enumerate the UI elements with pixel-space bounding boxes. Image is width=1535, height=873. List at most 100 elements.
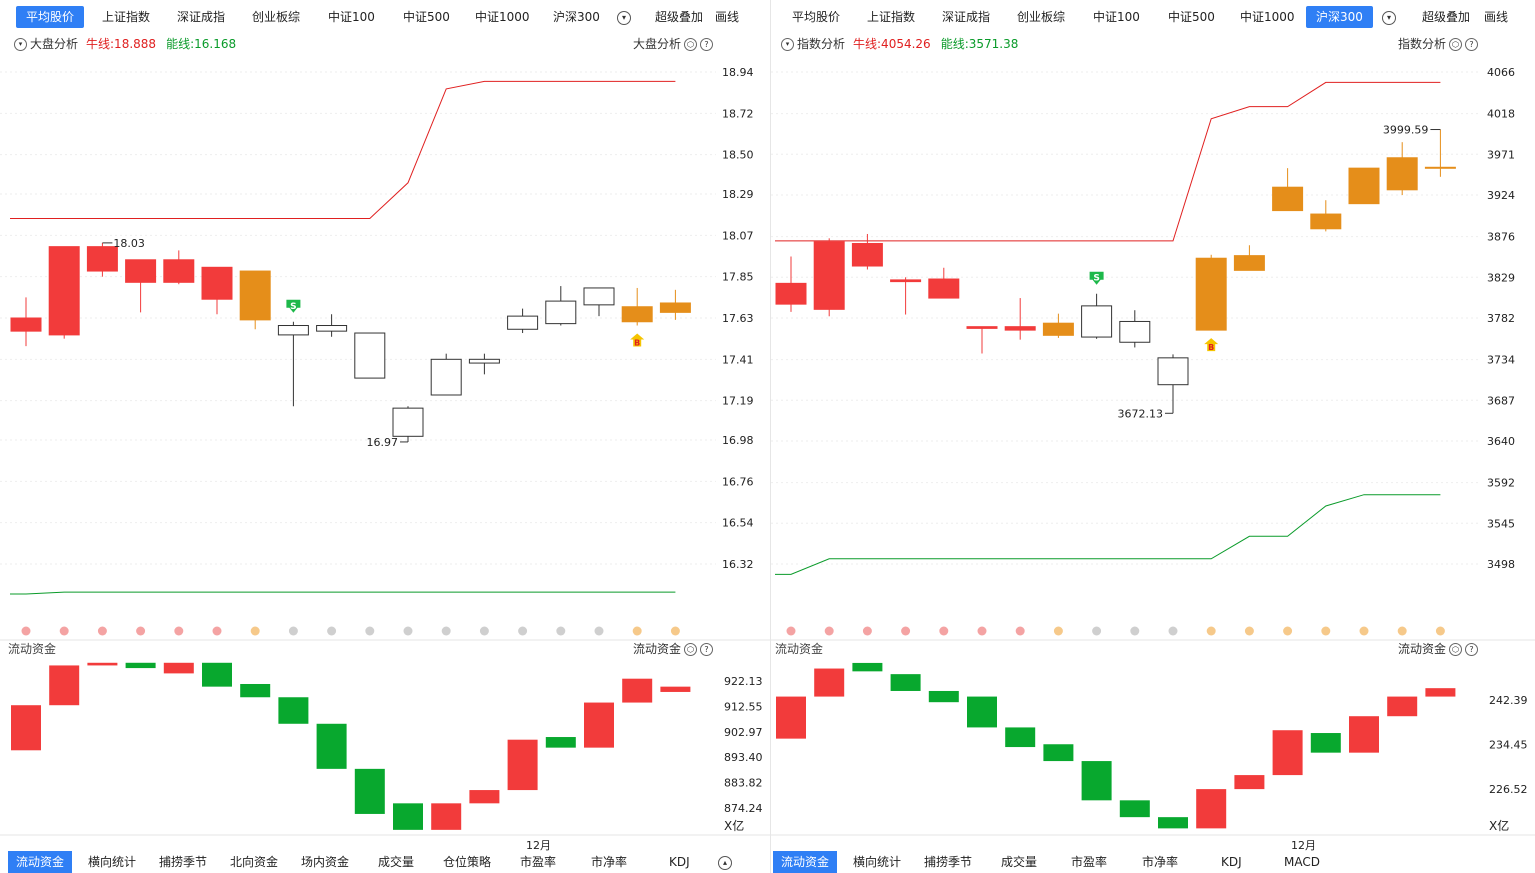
tab-4[interactable]: 中证100 bbox=[328, 10, 375, 24]
settings-hex-icon[interactable]: ⬡ bbox=[1449, 38, 1463, 51]
tab-7[interactable]: 沪深300 bbox=[553, 10, 600, 24]
flow-tool-label[interactable]: 流动资金 bbox=[1398, 642, 1447, 656]
price-axis-label: 3876 bbox=[1487, 231, 1515, 244]
indicator-name: 大盘分析 bbox=[30, 37, 79, 51]
top-tab-bar: 平均股价 上证指数 深证成指 创业板综 中证100 中证500 中证1000 沪深300 ▾ 超级… bbox=[0, 6, 770, 30]
bear-line-value: 能线:16.168 bbox=[166, 37, 237, 51]
flow-bar bbox=[1158, 817, 1188, 829]
flow-unit-label: X亿 bbox=[1489, 818, 1509, 833]
left-chart-panel: 平均股价 上证指数 深证成指 创业板综 中证100 中证500 中证1000 沪深300 ▾ 超级… bbox=[0, 6, 770, 873]
toolbar-draw-button[interactable]: 画线 bbox=[1484, 10, 1509, 24]
tab-5[interactable]: 中证500 bbox=[403, 10, 450, 24]
toolbar-overlay-button[interactable]: 超级叠加 bbox=[655, 10, 704, 24]
bottom-tab-0[interactable]: 流动资金 bbox=[773, 851, 838, 873]
tab-3[interactable]: 创业板综 bbox=[1017, 10, 1066, 24]
flow-bar bbox=[1005, 727, 1036, 748]
bottom-tab-4[interactable]: 场内资金 bbox=[301, 855, 350, 869]
bottom-tab-9[interactable]: KDJ bbox=[669, 855, 690, 869]
help-icon[interactable]: ? bbox=[700, 643, 714, 656]
candle-body bbox=[468, 358, 500, 364]
bottom-tab-2[interactable]: 捕捞季节 bbox=[924, 855, 973, 869]
flow-bar bbox=[1310, 733, 1341, 753]
flow-bar bbox=[1119, 800, 1150, 818]
tab-4[interactable]: 中证100 bbox=[1093, 10, 1140, 24]
candle-body bbox=[277, 325, 309, 336]
bear-line bbox=[10, 591, 676, 595]
tab-3[interactable]: 创业板综 bbox=[252, 10, 301, 24]
settings-hex-icon[interactable]: ⬡ bbox=[684, 38, 698, 51]
flow-axis-label: 242.39 bbox=[1489, 694, 1528, 707]
tab-0[interactable]: 平均股价 bbox=[16, 6, 85, 28]
price-axis-label: 17.41 bbox=[722, 353, 754, 366]
tab-5[interactable]: 中证500 bbox=[1168, 10, 1215, 24]
indicator-tool-label[interactable]: 大盘分析 bbox=[633, 37, 682, 51]
flow-bar bbox=[967, 696, 997, 728]
bull-line-value: 牛线:4054.26 bbox=[853, 37, 931, 51]
bottom-tab-1[interactable]: 横向统计 bbox=[853, 855, 902, 869]
bottom-tab-4[interactable]: 市盈率 bbox=[1071, 855, 1108, 869]
price-axis-label: 18.50 bbox=[722, 149, 754, 162]
help-icon[interactable]: ? bbox=[1465, 643, 1479, 656]
state-dot bbox=[212, 626, 222, 636]
flow-tool-label[interactable]: 流动资金 bbox=[633, 642, 682, 656]
indicator-tool-label[interactable]: 指数分析 bbox=[1398, 37, 1447, 51]
bottom-tab-7[interactable]: 市盈率 bbox=[520, 855, 557, 869]
candle-body bbox=[928, 278, 960, 299]
top-tab-bar: 平均股价 上证指数 深证成指 创业板综 中证100 中证500 中证1000 沪深300 ▾ 超级… bbox=[771, 6, 1535, 30]
flow-bar bbox=[928, 690, 959, 703]
candle-body bbox=[545, 300, 577, 325]
chart-header: ▾ 指数分析 牛线:4054.26 能线:3571.38 bbox=[781, 36, 1018, 52]
tab-7[interactable]: 沪深300 bbox=[1306, 6, 1373, 28]
help-icon[interactable]: ? bbox=[700, 38, 714, 51]
flow-unit-label: X亿 bbox=[724, 818, 744, 833]
flow-bar bbox=[1234, 775, 1265, 790]
flow-axis-label: 912.55 bbox=[724, 700, 763, 713]
collapse-toggle-icon[interactable]: ▾ bbox=[781, 38, 794, 51]
bottom-tab-1[interactable]: 横向统计 bbox=[88, 855, 137, 869]
settings-hex-icon[interactable]: ⬡ bbox=[1449, 643, 1463, 656]
settings-hex-icon[interactable]: ⬡ bbox=[684, 643, 698, 656]
candle-body bbox=[392, 407, 424, 437]
toolbar-draw-button[interactable]: 画线 bbox=[715, 10, 740, 24]
flow-bar bbox=[660, 686, 691, 692]
toolbar-overlay-button[interactable]: 超级叠加 bbox=[1422, 10, 1471, 24]
flow-pane-title: 流动资金 bbox=[775, 642, 824, 656]
tab-6[interactable]: 中证1000 bbox=[1240, 10, 1295, 24]
bottom-tab-3[interactable]: 北向资金 bbox=[230, 855, 279, 869]
bottom-tab-3[interactable]: 成交量 bbox=[1001, 855, 1038, 869]
tab-2[interactable]: 深证成指 bbox=[177, 10, 226, 24]
chevron-down-icon[interactable]: ▾ bbox=[1382, 11, 1396, 25]
price-chart-canvas: 18.94 18.72 18.50 18.29 18.07 17.85 17.63 17.41… bbox=[0, 66, 770, 852]
candle-body bbox=[48, 246, 80, 336]
chevron-up-icon[interactable]: ▴ bbox=[718, 856, 732, 870]
chevron-down-icon[interactable]: ▾ bbox=[617, 11, 631, 25]
bottom-tab-6[interactable]: KDJ bbox=[1221, 855, 1242, 869]
flow-pane-title: 流动资金 bbox=[8, 642, 57, 656]
flow-bar bbox=[431, 803, 462, 830]
bottom-tab-2[interactable]: 捕捞季节 bbox=[159, 855, 208, 869]
price-axis-label: 16.32 bbox=[722, 558, 754, 571]
price-axis-label: 4066 bbox=[1487, 66, 1515, 79]
flow-bar bbox=[316, 723, 347, 769]
price-axis-label: 3592 bbox=[1487, 477, 1515, 490]
bottom-tab-6[interactable]: 仓位策略 bbox=[443, 855, 492, 869]
bottom-tab-5[interactable]: 市净率 bbox=[1142, 855, 1179, 869]
collapse-toggle-icon[interactable]: ▾ bbox=[14, 38, 27, 51]
tab-2[interactable]: 深证成指 bbox=[942, 10, 991, 24]
state-dot bbox=[1359, 626, 1369, 636]
tab-0[interactable]: 平均股价 bbox=[792, 10, 841, 24]
candle-body bbox=[1042, 322, 1074, 336]
state-dot bbox=[1397, 626, 1407, 636]
bottom-tab-7[interactable]: MACD bbox=[1284, 855, 1320, 869]
tab-1[interactable]: 上证指数 bbox=[867, 10, 916, 24]
help-icon[interactable]: ? bbox=[1465, 38, 1479, 51]
state-dot bbox=[97, 626, 107, 636]
tab-1[interactable]: 上证指数 bbox=[102, 10, 151, 24]
tab-6[interactable]: 中证1000 bbox=[475, 10, 530, 24]
bottom-tab-5[interactable]: 成交量 bbox=[378, 855, 415, 869]
flow-bar bbox=[545, 737, 576, 748]
bottom-tab-0[interactable]: 流动资金 bbox=[8, 851, 73, 873]
state-dot bbox=[59, 626, 69, 636]
buy-signal-label: B bbox=[634, 339, 640, 348]
bottom-tab-8[interactable]: 市净率 bbox=[591, 855, 628, 869]
